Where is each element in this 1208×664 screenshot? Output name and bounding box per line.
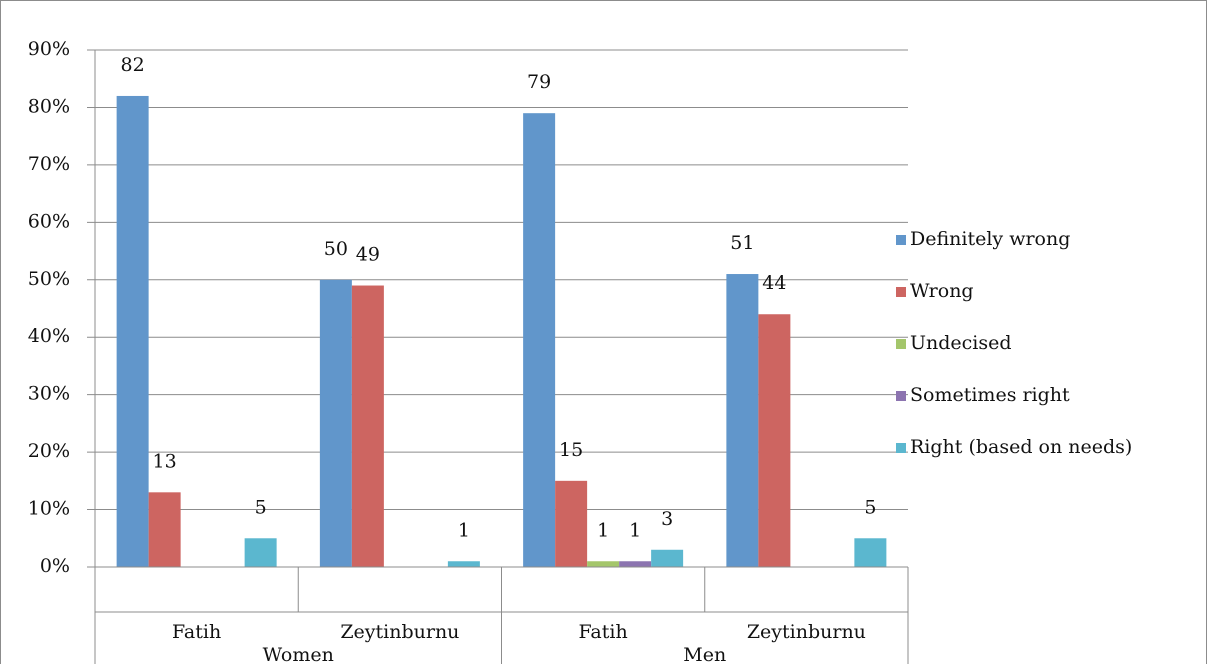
bar [319,279,352,567]
data-label: 44 [762,272,786,294]
y-tick-label: 10% [28,498,70,520]
group-label: Men [683,644,726,664]
data-label: 51 [730,232,754,254]
data-label: 5 [255,496,267,518]
y-tick-label: 90% [28,38,70,60]
legend-swatch [896,391,906,401]
data-label: 5 [864,496,876,518]
bar [555,480,588,567]
y-tick-label: 20% [28,440,70,462]
x-tick-label: Zeytinburnu [747,621,866,643]
bar [726,274,759,567]
x-tick-label: Fatih [579,621,628,643]
data-label: 79 [527,71,551,93]
data-label: 49 [356,244,380,266]
y-tick-label: 0% [40,555,70,577]
legend-label: Sometimes right [910,384,1070,406]
bar [758,314,791,567]
data-label: 1 [629,519,641,541]
bar [854,538,887,567]
y-tick-label: 60% [28,210,70,232]
bar [447,561,480,567]
y-tick-label: 80% [28,95,70,117]
bar [523,113,556,567]
legend-label: Wrong [910,280,974,302]
data-label: 82 [121,54,145,76]
legend-label: Right (based on needs) [910,436,1132,458]
data-label: 15 [559,439,583,461]
x-tick-label: Fatih [172,621,221,643]
y-tick-label: 50% [28,268,70,290]
bar [116,95,149,567]
legend-label: Definitely wrong [910,228,1070,250]
bar [587,561,620,567]
bar [651,549,684,567]
data-label: 3 [661,508,673,530]
data-label: 1 [597,519,609,541]
data-label: 50 [324,238,348,260]
data-label: 13 [153,450,177,472]
legend-swatch [896,287,906,297]
y-tick-label: 70% [28,153,70,175]
y-tick-label: 30% [28,383,70,405]
group-label: Women [263,644,334,664]
legend-swatch [896,339,906,349]
legend-swatch [896,235,906,245]
bar [244,538,277,567]
x-tick-label: Zeytinburnu [340,621,459,643]
legend-swatch [896,443,906,453]
bar [619,561,652,567]
bar [351,285,384,567]
legend-label: Undecised [910,332,1012,354]
bar [148,492,181,567]
y-tick-label: 40% [28,325,70,347]
data-label: 1 [458,519,470,541]
